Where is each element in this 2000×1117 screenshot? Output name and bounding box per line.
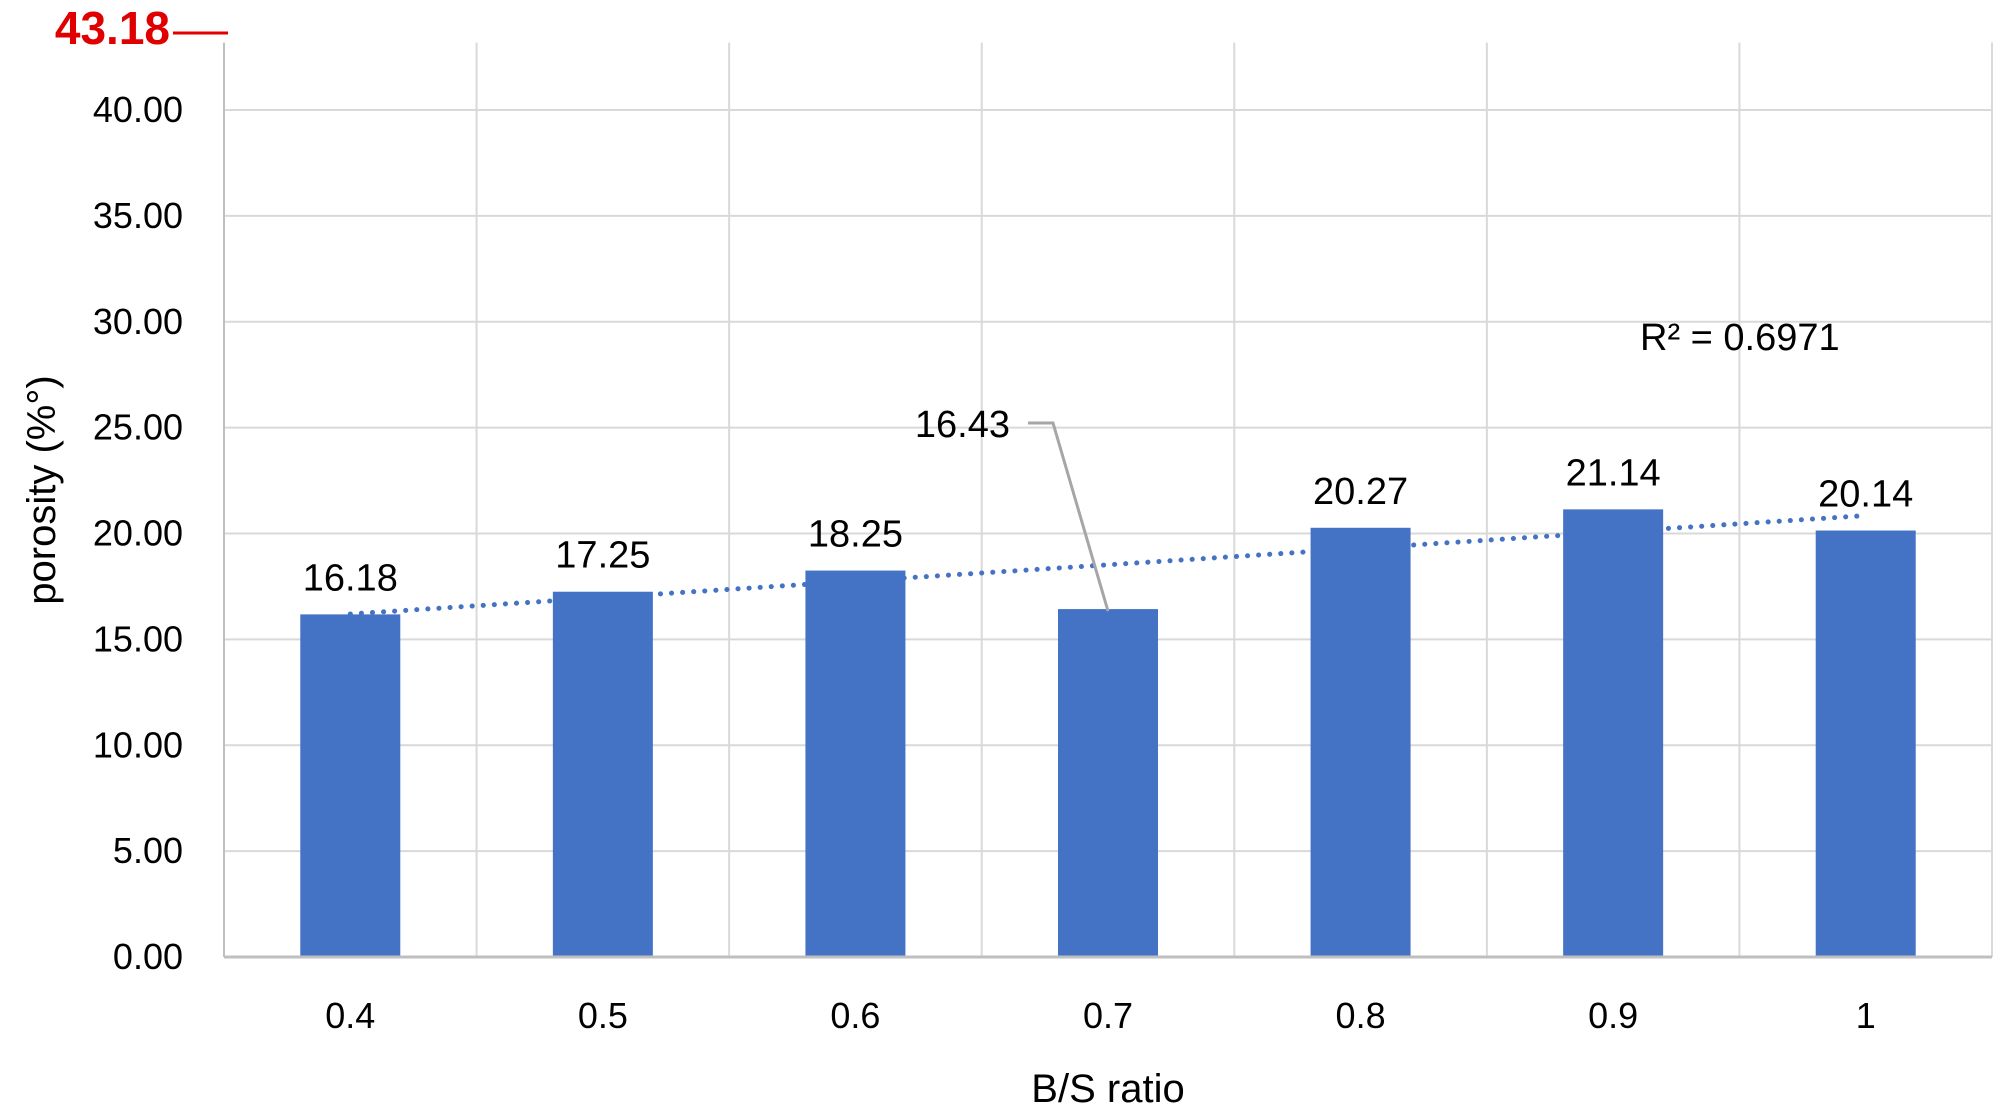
- y-tick-label: 5.00: [113, 830, 183, 871]
- y-tick-label: 30.00: [93, 301, 183, 342]
- x-tick-label: 0.8: [1336, 995, 1386, 1036]
- r-squared-label: R² = 0.6971: [1640, 317, 1840, 359]
- data-label: 20.27: [1313, 471, 1408, 513]
- y-tick-label: 35.00: [93, 195, 183, 236]
- y-tick-label: 25.00: [93, 407, 183, 448]
- trendline-series: [347, 513, 1869, 617]
- data-label: 18.25: [808, 514, 903, 556]
- axes: [223, 42, 1992, 959]
- gridlines: [224, 42, 1993, 957]
- bars: [300, 509, 1916, 957]
- data-label: 16.18: [303, 557, 398, 599]
- x-tick-label: 0.6: [830, 995, 880, 1036]
- x-tick-labels: 0.4 0.5 0.6 0.7 0.8 0.9 1: [325, 995, 1875, 1036]
- y-axis-top-label: 43.18: [55, 2, 170, 54]
- trendline: [347, 513, 1869, 617]
- bar-0.4: [300, 614, 401, 957]
- bar-0.5: [552, 591, 653, 957]
- data-label: 21.14: [1566, 452, 1661, 494]
- data-labels: 16.18 17.25 18.25 16.43 20.27 21.14 20.14: [303, 404, 1913, 612]
- bar-0.8: [1310, 527, 1411, 957]
- bar-0.6: [805, 570, 906, 957]
- x-tick-label: 0.5: [578, 995, 628, 1036]
- data-label: 16.43: [915, 404, 1010, 446]
- bar-0.7: [1058, 609, 1158, 957]
- data-label: 20.14: [1818, 474, 1913, 516]
- y-tick-label: 15.00: [93, 618, 183, 659]
- x-tick-label: 0.4: [325, 995, 375, 1036]
- x-tick-label: 0.7: [1083, 995, 1133, 1036]
- data-label-leader-line: [1028, 421, 1110, 612]
- y-tick-label: 20.00: [93, 513, 183, 554]
- bar-1: [1815, 530, 1916, 957]
- bar-0.9: [1563, 509, 1664, 957]
- y-tick-labels: 0.00 5.00 10.00 15.00 20.00 25.00 30.00 35.00 40…: [93, 89, 183, 977]
- x-tick-label: 1: [1856, 995, 1876, 1036]
- y-tick-label: 0.00: [113, 936, 183, 977]
- y-axis-title: porosity (%°): [20, 375, 64, 604]
- data-label: 17.25: [555, 535, 650, 577]
- y-tick-label: 40.00: [93, 89, 183, 130]
- x-axis-title: B/S ratio: [1031, 1067, 1184, 1111]
- x-tick-label: 0.9: [1588, 995, 1638, 1036]
- y-tick-label: 10.00: [93, 724, 183, 765]
